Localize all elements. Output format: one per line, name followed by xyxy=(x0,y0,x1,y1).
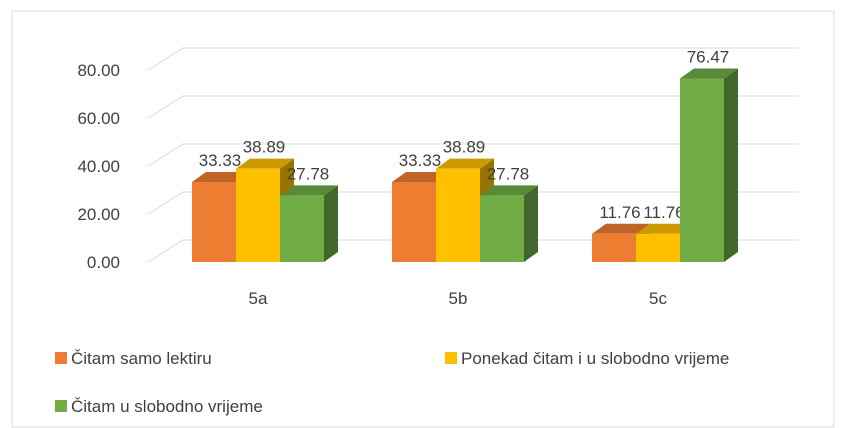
bar-front xyxy=(280,195,324,262)
legend-label: Čitam u slobodno vrijeme xyxy=(71,397,263,416)
bar-top xyxy=(680,68,738,79)
value-label: 38.89 xyxy=(243,138,286,157)
bar-top xyxy=(280,185,338,196)
bar-front xyxy=(480,195,524,262)
value-label: 11.76 xyxy=(599,203,640,222)
bar-side xyxy=(324,185,338,262)
bar xyxy=(680,68,738,262)
bar-front xyxy=(392,182,436,262)
bar-front xyxy=(592,233,636,262)
legend-swatch xyxy=(55,352,67,364)
bar-top xyxy=(480,185,538,196)
bar-front xyxy=(436,168,480,262)
bar-top xyxy=(192,172,250,183)
bar-side xyxy=(524,185,538,262)
legend-label: Ponekad čitam i u slobodno vrijeme xyxy=(461,349,729,368)
value-label: 33.33 xyxy=(199,151,242,170)
bar xyxy=(236,158,294,262)
bar-top xyxy=(236,158,294,169)
value-label: 33.33 xyxy=(399,151,442,170)
grid-line xyxy=(147,47,798,71)
bar-side xyxy=(724,68,738,262)
bar-front xyxy=(680,78,724,262)
y-tick-label: 20.00 xyxy=(77,205,120,224)
value-label: 27.78 xyxy=(487,164,530,183)
x-tick-label: 5a xyxy=(249,289,268,308)
x-tick-label: 5c xyxy=(649,289,667,308)
bar-top xyxy=(392,172,450,183)
x-tick-label: 5b xyxy=(449,289,468,308)
grid-line xyxy=(147,191,798,215)
bar-top xyxy=(436,158,494,169)
y-tick-label: 60.00 xyxy=(77,109,120,128)
legend-label: Čitam samo lektiru xyxy=(71,349,212,368)
bar-front xyxy=(636,233,680,262)
grid-line xyxy=(147,95,798,119)
bar xyxy=(480,185,538,262)
y-tick-label: 0.00 xyxy=(87,253,120,272)
legend-swatch xyxy=(55,400,67,412)
bar-front xyxy=(192,182,236,262)
bar xyxy=(280,185,338,262)
value-label: 27.78 xyxy=(287,164,330,183)
y-tick-label: 40.00 xyxy=(77,157,120,176)
value-label: 11.76 xyxy=(643,203,684,222)
y-tick-label: 80.00 xyxy=(77,61,120,80)
bar-top xyxy=(636,223,694,234)
legend-swatch xyxy=(445,352,457,364)
bar-front xyxy=(236,168,280,262)
value-label: 76.47 xyxy=(687,47,730,66)
bar-top xyxy=(592,223,650,234)
value-label: 38.89 xyxy=(443,138,486,157)
grid-line xyxy=(147,143,798,167)
